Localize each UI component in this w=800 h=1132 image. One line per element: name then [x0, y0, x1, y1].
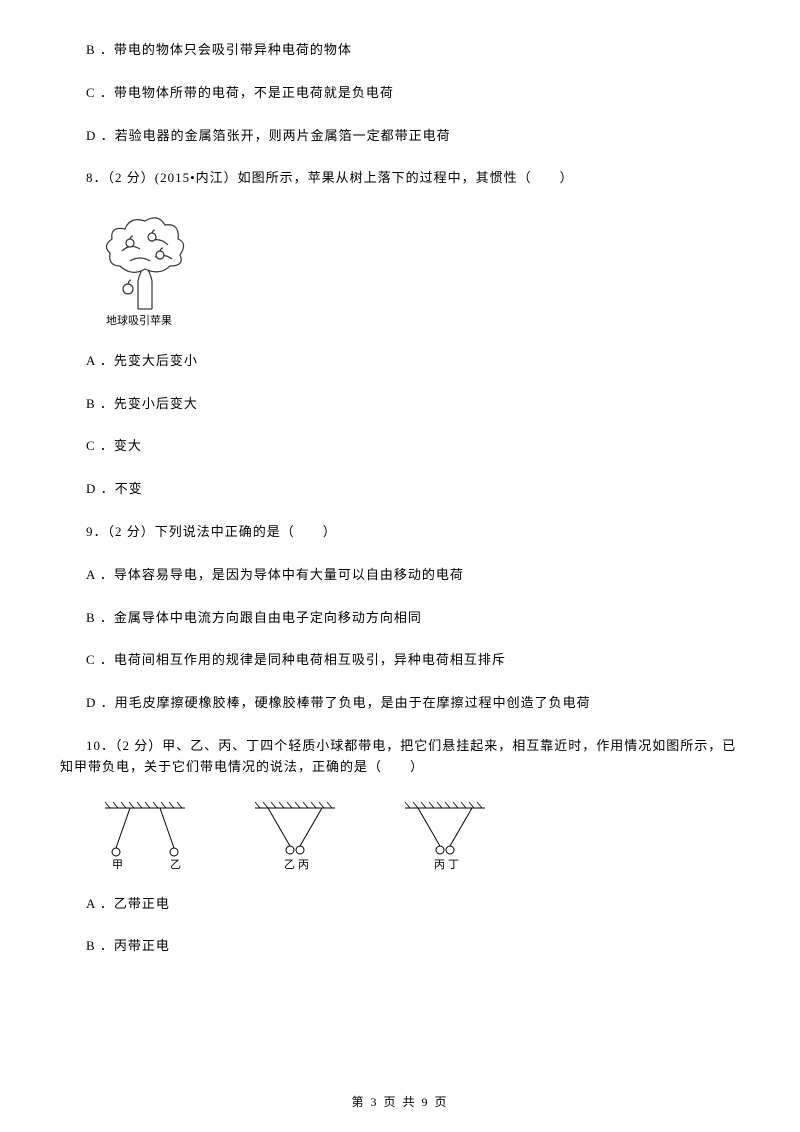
- label-yi: 乙: [170, 858, 181, 870]
- q8-figure: 地球吸引苹果: [100, 211, 740, 331]
- q7-option-c: C ．带电物体所带的电荷，不是正电荷就是负电荷: [60, 83, 740, 104]
- q7-option-b: B ．带电的物体只会吸引带异种电荷的物体: [60, 40, 740, 61]
- label-yi-2: 乙: [284, 858, 295, 870]
- q8-option-c: C ．变大: [60, 436, 740, 457]
- label-jia: 甲: [112, 859, 123, 870]
- label-bing-2: 丙: [434, 859, 445, 870]
- q8-option-d: D ．不变: [60, 479, 740, 500]
- label-bing: 丙: [298, 859, 309, 870]
- q10-figure-yi-bing: 乙 丙: [250, 800, 340, 870]
- q9-option-b: B ．金属导体中电流方向跟自由电子定向移动方向相同: [60, 608, 740, 629]
- q10-figure-bing-ding: 丙 丁: [400, 800, 490, 870]
- q9-option-a: A ．导体容易导电，是因为导体中有大量可以自由移动的电荷: [60, 565, 740, 586]
- tree-icon: [100, 211, 190, 311]
- q10-option-a: A ．乙带正电: [60, 894, 740, 915]
- q9-stem: 9．（2 分）下列说法中正确的是（ ）: [60, 522, 740, 543]
- q8-stem: 8．（2 分）(2015•内江）如图所示，苹果从树上落下的过程中，其惯性（ ）: [60, 168, 740, 189]
- q10-figures: 甲 乙 乙 丙: [100, 800, 740, 870]
- q7-option-d: D ．若验电器的金属箔张开，则两片金属箔一定都带正电荷: [60, 126, 740, 147]
- q8-option-b: B ．先变小后变大: [60, 394, 740, 415]
- q10-option-b: B ．丙带正电: [60, 936, 740, 957]
- q9-option-d: D ．用毛皮摩擦硬橡胶棒，硬橡胶棒带了负电，是由于在摩擦过程中创造了负电荷: [60, 693, 740, 714]
- q9-option-c: C ．电荷间相互作用的规律是同种电荷相互吸引，异种电荷相互排斥: [60, 650, 740, 671]
- page-footer: 第 3 页 共 9 页: [0, 1093, 800, 1112]
- q10-figure-jia-yi: 甲 乙: [100, 800, 190, 870]
- q8-option-a: A ．先变大后变小: [60, 351, 740, 372]
- q8-figure-caption: 地球吸引苹果: [106, 313, 740, 331]
- q10-stem: 10．（2 分）甲、乙、丙、丁四个轻质小球都带电，把它们悬挂起来，相互靠近时，作…: [60, 736, 740, 778]
- label-ding: 丁: [448, 859, 459, 870]
